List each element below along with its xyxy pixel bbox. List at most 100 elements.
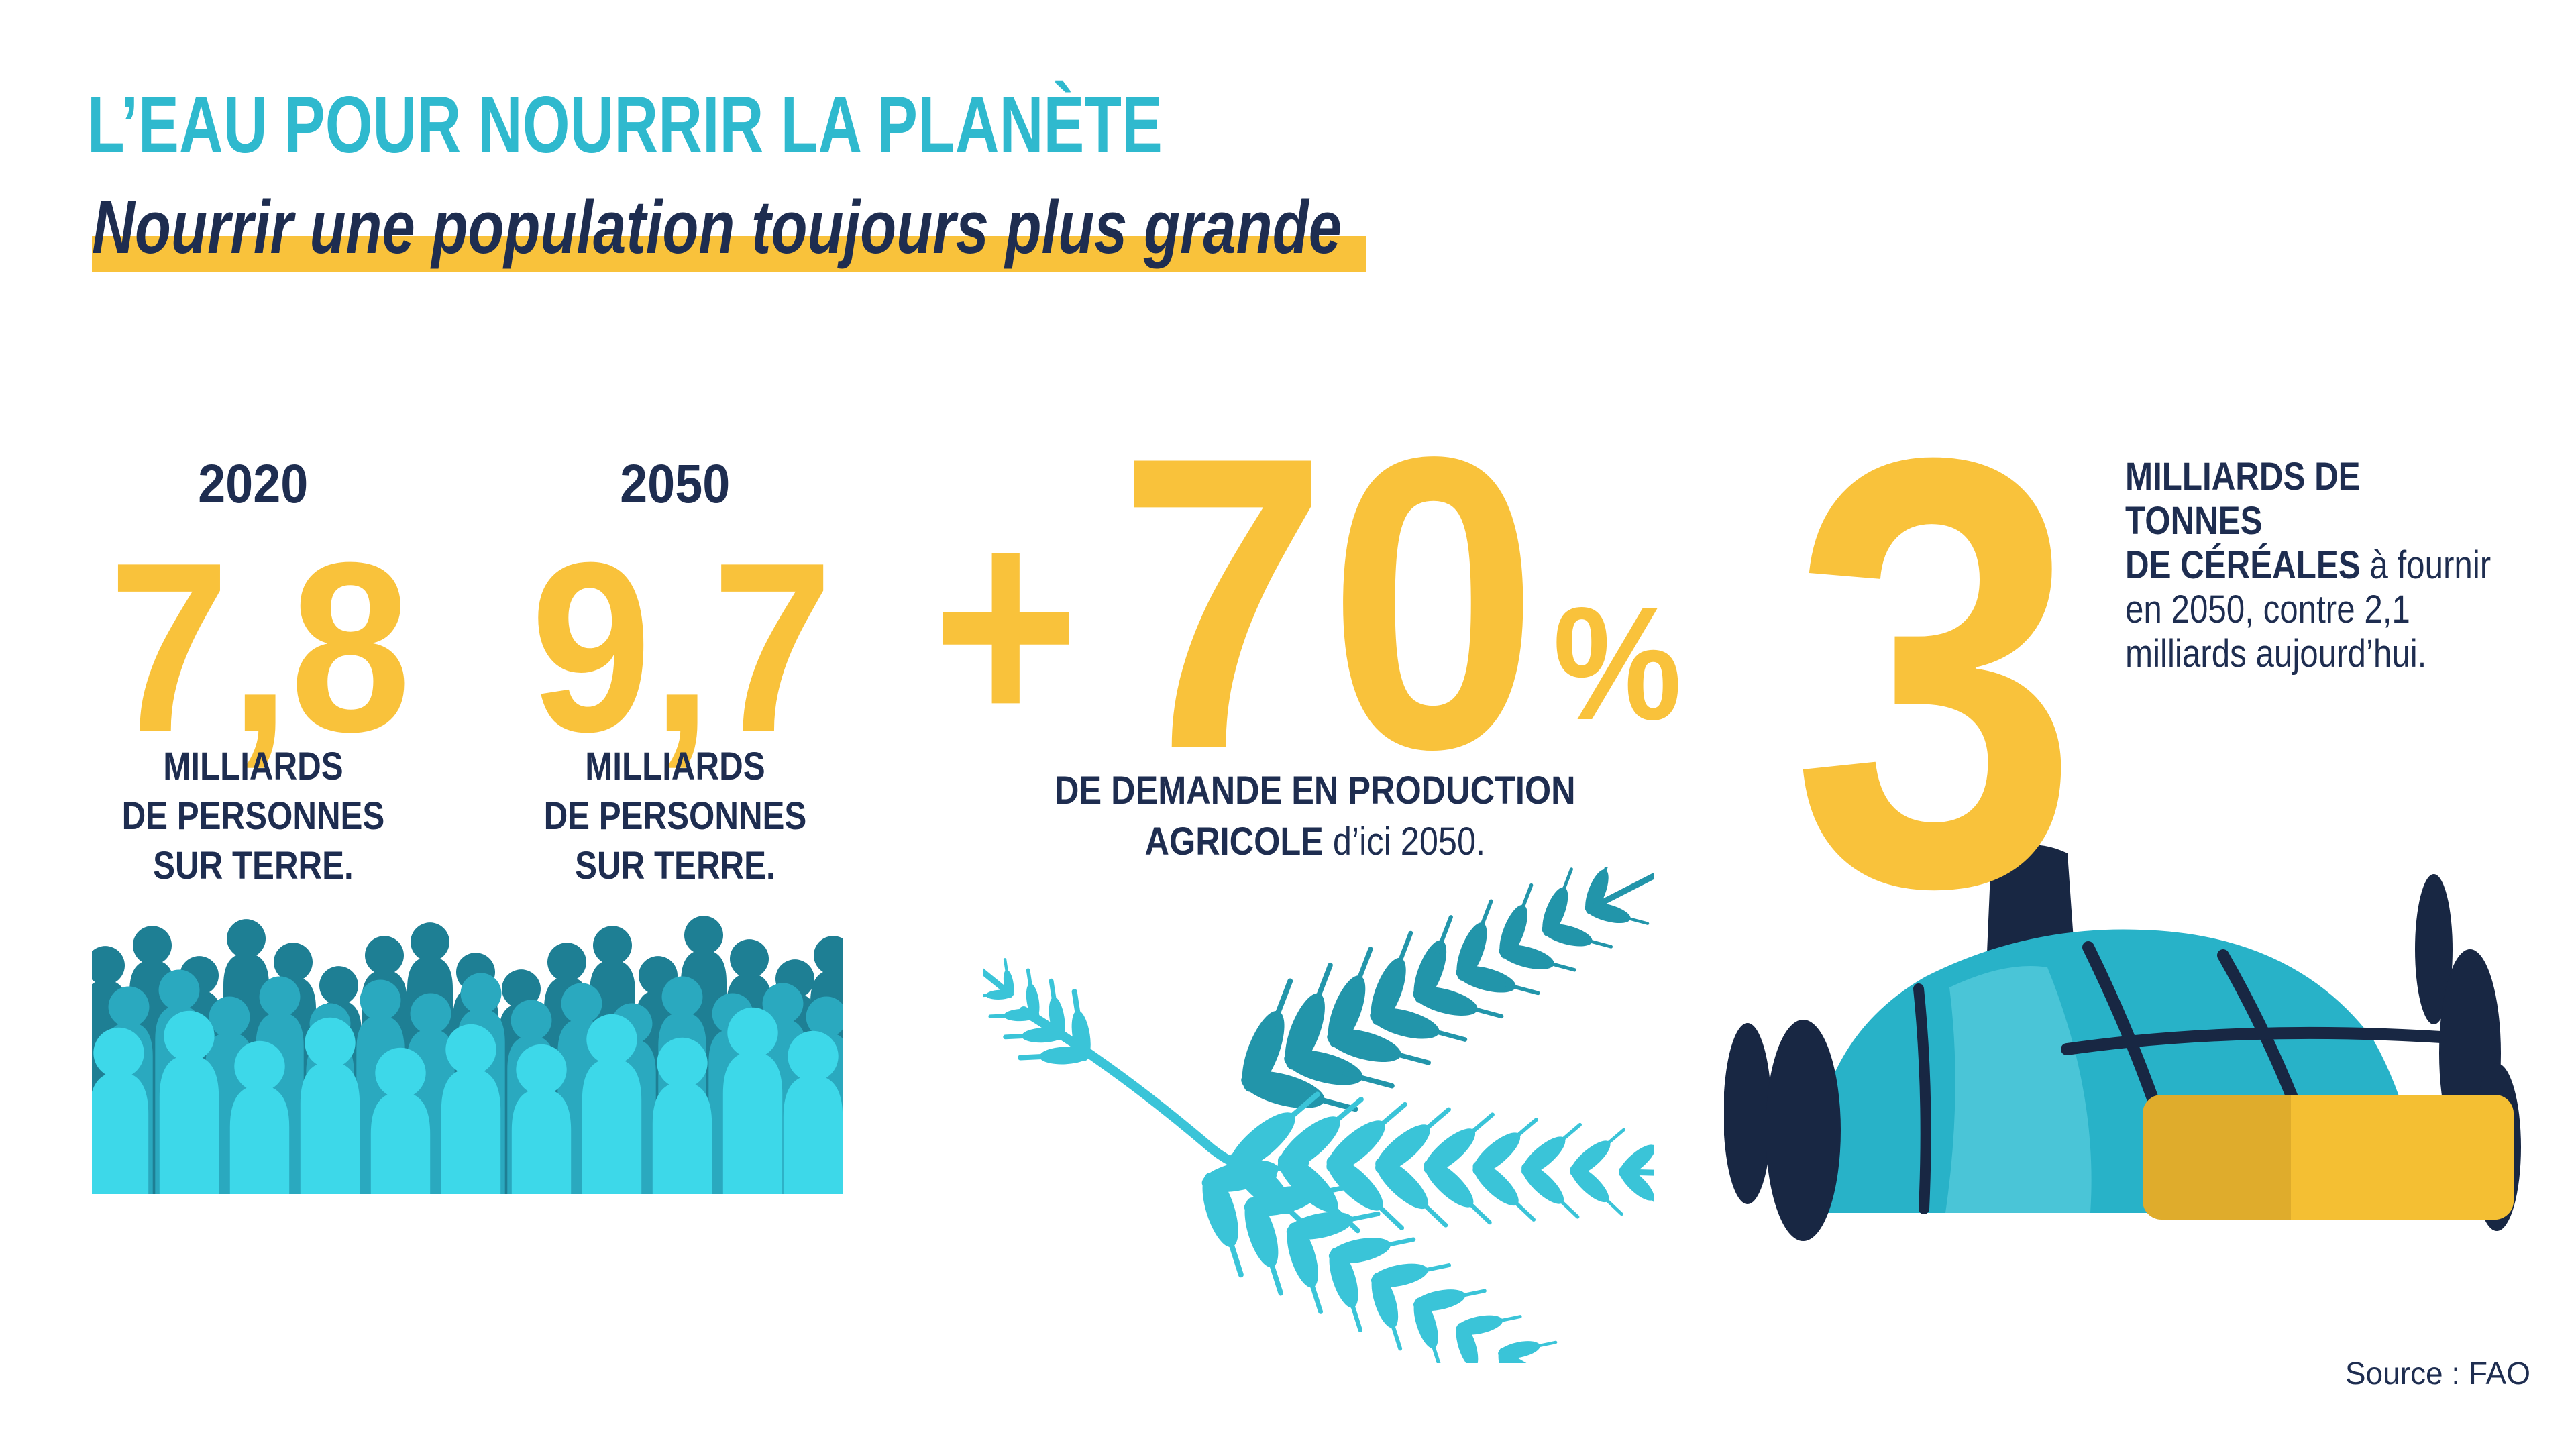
caption-line: DE CÉRÉALES à fournir <box>2125 543 2502 588</box>
wheat-tip <box>983 968 1014 998</box>
wheat-grain <box>1521 1163 1580 1219</box>
stat-value-2020-text: 7,8 <box>109 513 411 782</box>
production-percent-text: % <box>1553 574 1682 753</box>
person-silhouette <box>783 1030 843 1194</box>
wheat-grain <box>1456 899 1493 981</box>
wheat-grain <box>1049 978 1065 1040</box>
wheat-grain <box>1585 902 1650 925</box>
wheat-grain <box>1328 947 1373 1048</box>
caption-line: MILLIARDS <box>162 745 343 788</box>
wheat-grain <box>1456 965 1540 996</box>
hay-bale <box>2291 1095 2514 1220</box>
wheat-grain <box>1327 1028 1432 1065</box>
page-subtitle: Nourrir une population toujours plus gra… <box>92 190 1674 265</box>
caption-line: SUR TERRE. <box>574 844 775 888</box>
barn-vent-silhouette <box>1987 845 2074 953</box>
person-silhouette <box>370 1047 431 1194</box>
person-silhouette <box>300 1017 360 1194</box>
wheat-grain <box>1071 989 1091 1061</box>
person-silhouette <box>722 1007 783 1194</box>
person-silhouette <box>582 1014 642 1194</box>
wheat-grain <box>1542 867 1573 936</box>
person-silhouette <box>511 1044 572 1194</box>
wheat-grain <box>1370 1008 1468 1042</box>
production-value: 70 <box>1118 395 1580 811</box>
tree-silhouette <box>1766 1020 1841 1241</box>
stat-caption-2050-lines: MILLIARDS DE PERSONNES SUR TERRE. <box>543 742 806 891</box>
stat-caption-2020-lines: MILLIARDS DE PERSONNES SUR TERRE. <box>121 742 384 891</box>
caption-regular-segment: à fournir <box>2360 543 2491 587</box>
person-silhouette <box>229 1040 290 1194</box>
barn-seam-line <box>1913 983 1931 1214</box>
caption-line: SUR TERRE. <box>152 844 354 888</box>
wheat-grain <box>1287 1222 1324 1314</box>
wheat-tip <box>1587 872 1654 912</box>
stat-year-2020: 2020 <box>92 457 414 512</box>
crowd-illustration <box>92 906 843 1194</box>
wheat-grain <box>1585 867 1613 914</box>
stat-value-2050: 9,7 <box>514 527 836 768</box>
production-plus-sign: + <box>932 478 1105 773</box>
wheat-grain <box>1371 1273 1403 1351</box>
wheat-grain <box>1375 1158 1448 1228</box>
cereals-value: 3 <box>1791 367 2131 977</box>
production-caption-lines: DE DEMANDE EN PRODUCTION AGRICOLE d’ici … <box>1055 765 1576 867</box>
production-caption: DE DEMANDE EN PRODUCTION AGRICOLE d’ici … <box>976 765 1654 867</box>
stat-year-2050-text: 2050 <box>619 453 731 515</box>
crowd-svg <box>92 916 843 1194</box>
person-silhouette <box>92 1027 149 1194</box>
barn-dome-highlight <box>1945 966 2092 1213</box>
person-silhouette <box>159 1010 219 1194</box>
caption-regular-segment: d’ici 2050. <box>1323 820 1485 863</box>
caption-line: DE PERSONNES <box>121 794 384 838</box>
caption-line: MILLIARDS DE TONNES <box>2125 455 2361 543</box>
subtitle-highlight-bar <box>92 236 1366 272</box>
caption-line: DE PERSONNES <box>543 794 806 838</box>
stat-value-2020: 7,8 <box>92 527 414 768</box>
caption-line: en 2050, contre 2,1 <box>2125 588 2410 631</box>
wheat-grain <box>1026 968 1040 1019</box>
tree-silhouette <box>2415 874 2453 1024</box>
caption-bold-segment: DE CÉRÉALES <box>2125 543 2361 587</box>
production-value-text: 70 <box>1118 371 1539 835</box>
wheat-grain <box>1570 1165 1623 1216</box>
barn-illustration <box>1724 825 2529 1241</box>
wheat-grain <box>1285 962 1333 1070</box>
stat-value-2050-text: 9,7 <box>531 513 833 782</box>
tree-silhouette <box>1724 1023 1772 1204</box>
caption-line: MILLIARDS <box>584 745 765 788</box>
wheat-grain <box>1242 978 1293 1092</box>
stat-caption-2020: MILLIARDS DE PERSONNES SUR TERRE. <box>92 742 414 891</box>
barn-svg <box>1724 845 2521 1241</box>
wheat-grain <box>1413 1297 1442 1363</box>
stat-caption-2050: MILLIARDS DE PERSONNES SUR TERRE. <box>514 742 836 891</box>
production-plus-text: + <box>932 460 1079 790</box>
person-silhouette <box>441 1024 501 1194</box>
page-title-text: L’EAU POUR NOURRIR LA PLANÈTE <box>87 80 1163 170</box>
wheat-grain <box>1499 883 1534 959</box>
wheat-tip <box>1621 1169 1654 1176</box>
cereals-value-text: 3 <box>1791 331 2080 1013</box>
caption-line: DE DEMANDE EN PRODUCTION <box>1054 769 1576 812</box>
wheat-grain <box>1456 1322 1482 1363</box>
wheat-grain <box>1424 1159 1492 1225</box>
caption-line: milliards aujourd’hui. <box>2125 632 2427 676</box>
wheat-grain <box>1329 1247 1363 1333</box>
page-title: L’EAU POUR NOURRIR LA PLANÈTE <box>87 85 1502 165</box>
wheat-grain <box>1472 1161 1536 1222</box>
wheat-grain <box>1619 1167 1654 1213</box>
source-note: Source : FAO <box>2345 1356 2530 1391</box>
person-silhouette <box>652 1037 712 1194</box>
caption-line: AGRICOLE d’ici 2050. <box>1055 816 1576 867</box>
wheat-grain <box>1498 1348 1518 1363</box>
barn-grid-line <box>2061 1026 2468 1055</box>
stat-year-2020-text: 2020 <box>197 453 309 515</box>
wheat-grain <box>1284 1050 1395 1089</box>
wheat-tip <box>1500 1350 1527 1363</box>
wheat-grain <box>1413 987 1504 1019</box>
wheat-svg <box>983 867 1654 1363</box>
wheat-illustration <box>983 867 1654 1363</box>
wheat-grain <box>1413 915 1453 1004</box>
caption-bold-segment: AGRICOLE <box>1144 820 1324 863</box>
